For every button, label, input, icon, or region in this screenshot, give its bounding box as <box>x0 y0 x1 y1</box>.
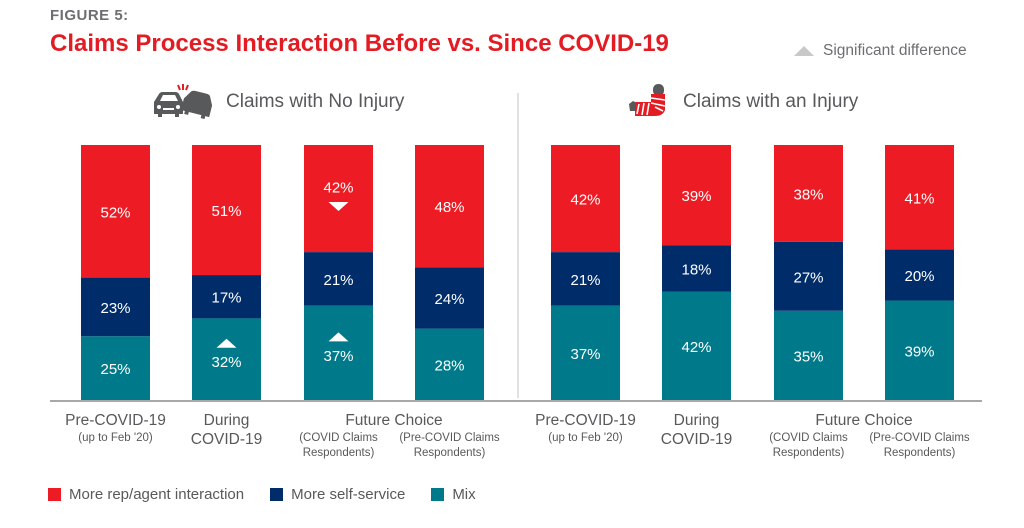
significance-down-icon <box>328 202 349 212</box>
legend-item-self-service: More self-service <box>270 486 405 503</box>
legend-swatch-mix <box>431 488 445 501</box>
bar-segment-mix <box>81 336 150 400</box>
data-label-rep: 51% <box>211 203 241 220</box>
data-label-mix: 35% <box>793 348 823 365</box>
data-label-rep: 42% <box>570 192 600 209</box>
x-tick-sublabel: (COVID Claims <box>299 432 378 444</box>
data-label-mix: 25% <box>100 361 130 378</box>
bar-segment-self-service <box>192 275 261 319</box>
legend-item-rep: More rep/agent interaction <box>48 486 244 503</box>
x-tick-label: COVID-19 <box>191 431 263 448</box>
data-label-rep: 38% <box>793 186 823 203</box>
panel-header-no-injury: Claims with No Injury <box>150 82 404 122</box>
legend-label-rep: More rep/agent interaction <box>69 486 245 503</box>
data-label-self: 21% <box>323 272 353 289</box>
data-label-self: 24% <box>434 291 464 308</box>
bar-segment-self-service <box>662 245 731 292</box>
bar-segment-mix <box>551 305 620 400</box>
x-tick-sublabel: (up to Feb '20) <box>548 432 623 444</box>
bar-segment-self-service <box>304 252 373 306</box>
data-label-mix: 39% <box>904 343 934 360</box>
significance-legend: Significant difference <box>794 42 967 60</box>
legend: More rep/agent interaction More self-ser… <box>48 486 502 503</box>
data-label-mix: 28% <box>434 357 464 374</box>
legend-label-self-service: More self-service <box>291 486 406 503</box>
significance-up-icon <box>328 332 349 342</box>
x-tick-sublabel: (up to Feb '20) <box>78 432 153 444</box>
panel-title-injury: Claims with an Injury <box>683 91 859 112</box>
x-tick-label: Pre-COVID-19 <box>535 412 636 429</box>
bar-segment-self-service <box>415 267 484 329</box>
x-tick-label: During <box>674 412 720 429</box>
legend-item-mix: Mix <box>431 486 476 503</box>
x-tick-sublabel: Respondents) <box>884 447 956 459</box>
x-tick-sublabel: (Pre-COVID Claims <box>399 432 500 444</box>
data-label-rep: 39% <box>681 188 711 205</box>
bar-segment-mix <box>304 305 373 400</box>
data-label-self: 27% <box>793 269 823 286</box>
chart-title: Claims Process Interaction Before vs. Si… <box>50 30 669 57</box>
bar-segment-mix <box>192 318 261 400</box>
bar-segment-rep <box>304 145 373 253</box>
x-tick-label: During <box>204 412 250 429</box>
data-label-mix: 37% <box>323 348 353 365</box>
x-tick-sublabel: Respondents) <box>773 447 845 459</box>
data-label-mix: 42% <box>681 339 711 356</box>
bar-segment-self-service <box>81 277 150 337</box>
legend-label-mix: Mix <box>452 486 476 503</box>
bar-segment-rep <box>551 145 620 253</box>
x-tick-label: Pre-COVID-19 <box>65 412 166 429</box>
significance-legend-label: Significant difference <box>823 42 967 59</box>
bar-segment-rep <box>81 145 150 278</box>
arm-cast-icon <box>629 84 666 116</box>
legend-swatch-self-service <box>270 488 284 501</box>
bar-segment-mix <box>415 328 484 400</box>
x-tick-sublabel: Respondents) <box>414 447 486 459</box>
data-label-rep: 41% <box>904 190 934 207</box>
x-tick-label: Future Choice <box>345 412 442 429</box>
bar-segment-self-service <box>774 241 843 311</box>
bar-segment-rep <box>774 145 843 242</box>
bar-segment-rep <box>192 145 261 276</box>
data-label-mix: 37% <box>570 346 600 363</box>
bar-segment-self-service <box>551 252 620 306</box>
significance-triangle-icon <box>794 46 814 56</box>
data-label-self: 21% <box>570 272 600 289</box>
panel-header-injury: Claims with an Injury <box>625 82 858 122</box>
x-tick-sublabel: (COVID Claims <box>769 432 848 444</box>
data-label-self: 17% <box>211 290 241 307</box>
data-label-mix: 32% <box>211 354 241 371</box>
bar-segment-self-service <box>885 249 954 301</box>
data-label-self: 23% <box>100 300 130 317</box>
car-crash-icon <box>154 84 213 120</box>
data-label-rep: 52% <box>100 204 130 221</box>
bar-segment-mix <box>774 310 843 400</box>
x-tick-sublabel: Respondents) <box>303 447 375 459</box>
data-label-self: 18% <box>681 262 711 279</box>
bar-segment-rep <box>885 145 954 250</box>
data-label-rep: 42% <box>323 180 353 197</box>
data-label-rep: 48% <box>434 199 464 216</box>
bar-segment-rep <box>415 145 484 268</box>
panel-title-no-injury: Claims with No Injury <box>226 91 405 112</box>
x-tick-label: COVID-19 <box>661 431 733 448</box>
x-tick-label: Future Choice <box>815 412 912 429</box>
bar-segment-rep <box>662 145 731 246</box>
data-label-self: 20% <box>904 268 934 285</box>
bar-segment-mix <box>885 300 954 400</box>
legend-swatch-rep <box>48 488 61 501</box>
bar-segment-mix <box>662 291 731 400</box>
figure-label: FIGURE 5: <box>50 7 129 24</box>
significance-up-icon <box>216 338 237 348</box>
x-tick-sublabel: (Pre-COVID Claims <box>869 432 970 444</box>
